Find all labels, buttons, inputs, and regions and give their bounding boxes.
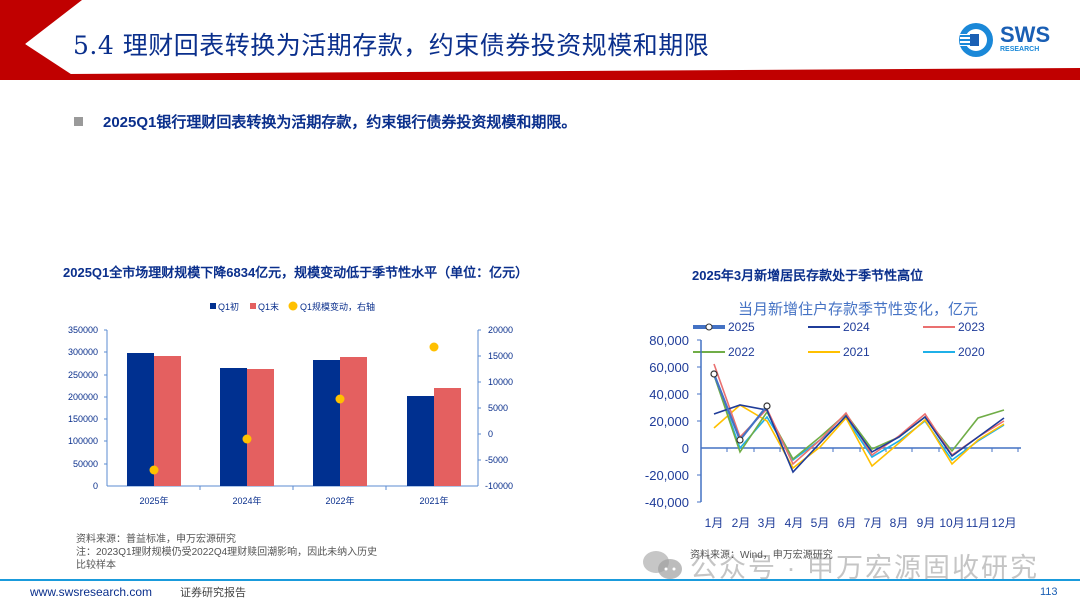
line-chart-inner-title: 当月新增住户存款季节性变化，亿元	[738, 301, 978, 318]
line-x-axis: 1月 2月 3月 4月 5月 6月 7月 8月 9月 10月 11月 12月	[705, 516, 1017, 530]
footnote-line-2: 比较样本	[76, 560, 116, 571]
right-chart-title: 2025年3月新增居民存款处于季节性高位	[692, 268, 924, 283]
watermark-text: 公众号 · 申万宏源固收研究	[690, 553, 1039, 583]
svg-text:2022年: 2022年	[325, 495, 354, 505]
line-y-axis: 80,000 60,000 40,000 20,000 0 -20,000 -4…	[645, 333, 689, 510]
svg-text:8月: 8月	[890, 516, 909, 530]
bars-2022	[313, 357, 367, 486]
svg-text:7月: 7月	[864, 516, 883, 530]
bar-x-axis: 2025年 2024年 2022年 2021年	[139, 495, 448, 505]
svg-text:100000: 100000	[68, 436, 98, 446]
svg-text:150000: 150000	[68, 414, 98, 424]
svg-text:200000: 200000	[68, 392, 98, 402]
footer-url-link[interactable]: www.swsresearch.com	[30, 585, 153, 599]
header-chevron-decoration	[0, 0, 1080, 80]
svg-text:0: 0	[682, 441, 689, 456]
left-y-axis: 350000 300000 250000 200000 150000 10000…	[68, 325, 98, 491]
svg-text:60,000: 60,000	[649, 360, 689, 375]
svg-text:2月: 2月	[732, 516, 751, 530]
legend-q1-end: Q1末	[258, 301, 279, 312]
legend-q1-change: Q1规模变动，右轴	[300, 301, 375, 312]
svg-text:50000: 50000	[73, 459, 98, 469]
svg-text:0: 0	[488, 429, 493, 439]
footer-divider	[0, 579, 1080, 581]
svg-text:40,000: 40,000	[649, 387, 689, 402]
svg-text:15000: 15000	[488, 351, 513, 361]
svg-text:-10000: -10000	[485, 481, 513, 491]
bars-2024	[220, 368, 274, 486]
svg-text:10000: 10000	[488, 377, 513, 387]
svg-text:2023: 2023	[958, 320, 985, 334]
line-chart-legend: 2025 2024 2023 2022 2021 2020	[693, 320, 985, 359]
svg-text:0: 0	[93, 481, 98, 491]
line-series	[712, 363, 1005, 474]
bar-chart: Q1初 Q1末 Q1规模变动，右轴 350000 300000 250000 2…	[68, 301, 513, 505]
left-y-ticks	[104, 329, 387, 490]
right-y-ticks	[478, 329, 481, 461]
svg-text:6月: 6月	[838, 516, 857, 530]
bars-2025	[127, 353, 181, 486]
svg-text:2020: 2020	[958, 345, 985, 359]
logo-subtext: RESEARCH	[1000, 46, 1040, 53]
page-number: 113	[1040, 586, 1058, 598]
svg-text:2025: 2025	[728, 320, 755, 334]
svg-text:-40,000: -40,000	[645, 495, 689, 510]
series-2020	[713, 374, 1005, 462]
svg-text:300000: 300000	[68, 347, 98, 357]
svg-text:20,000: 20,000	[649, 414, 689, 429]
svg-text:2024: 2024	[843, 320, 870, 334]
left-chart-title: 2025Q1全市场理财规模下降6834亿元，规模变动低于季节性水平（单位：亿元）	[63, 265, 529, 280]
bars-2021	[407, 388, 461, 486]
series-2025-markers	[710, 370, 771, 444]
wechat-icon	[643, 551, 682, 579]
sws-logo-icon	[959, 23, 993, 57]
svg-text:2021年: 2021年	[419, 495, 448, 505]
slide-header: 5.4 理财回表转换为活期存款，约束债券投资规模和期限 SWS RESEARCH	[0, 0, 1080, 84]
bullet-text: 2025Q1银行理财回表转换为活期存款，约束银行债券投资规模和期限。	[103, 114, 577, 131]
svg-text:2021: 2021	[843, 345, 870, 359]
page-title: 5.4 理财回表转换为活期存款，约束债券投资规模和期限	[73, 31, 710, 60]
svg-text:10月: 10月	[939, 516, 964, 530]
source-note: 资料来源：普益标准，申万宏源研究	[76, 534, 236, 545]
bar-chart-legend: Q1初 Q1末 Q1规模变动，右轴	[210, 301, 375, 312]
svg-text:80,000: 80,000	[649, 333, 689, 348]
svg-text:11月: 11月	[966, 516, 990, 530]
footnote-line-1: 注：2023Q1理财规模仍受2022Q4理财赎回潮影响，因此未纳入历史	[76, 547, 378, 558]
footer-label: 证券研究报告	[180, 587, 246, 599]
svg-text:350000: 350000	[68, 325, 98, 335]
change-dots	[149, 342, 439, 475]
legend-q1-start: Q1初	[218, 301, 239, 312]
bullet-point: 2025Q1银行理财回表转换为活期存款，约束银行债券投资规模和期限。	[74, 111, 576, 132]
svg-text:2024年: 2024年	[232, 495, 261, 505]
svg-text:12月: 12月	[991, 516, 1016, 530]
svg-text:5月: 5月	[811, 516, 830, 530]
sws-logo: SWS RESEARCH	[958, 22, 1058, 58]
series-2025	[712, 373, 768, 443]
right-y-axis: 20000 15000 10000 5000 0 -5000 -10000	[485, 325, 513, 491]
svg-text:2022: 2022	[728, 345, 755, 359]
x-ticks	[726, 448, 1019, 452]
svg-text:2025年: 2025年	[139, 495, 168, 505]
svg-text:-5000: -5000	[485, 455, 508, 465]
svg-text:1月: 1月	[705, 516, 724, 530]
bullet-square-icon	[74, 117, 83, 126]
line-chart: 当月新增住户存款季节性变化，亿元 2025 2024 2023 2022 202…	[645, 301, 1021, 530]
logo-text: SWS	[1000, 22, 1051, 47]
series-2024	[713, 404, 1005, 474]
series-2022	[713, 374, 1005, 461]
left-chart-notes: 资料来源：普益标准，申万宏源研究 注：2023Q1理财规模仍受2022Q4理财赎…	[76, 533, 377, 572]
svg-text:4月: 4月	[785, 516, 804, 530]
right-chart-source: 资料来源：Wind，申万宏源研究	[690, 550, 833, 561]
svg-text:9月: 9月	[917, 516, 936, 530]
svg-text:3月: 3月	[758, 516, 777, 530]
svg-text:-20,000: -20,000	[645, 468, 689, 483]
svg-text:5000: 5000	[488, 403, 508, 413]
svg-text:250000: 250000	[68, 370, 98, 380]
svg-text:20000: 20000	[488, 325, 513, 335]
